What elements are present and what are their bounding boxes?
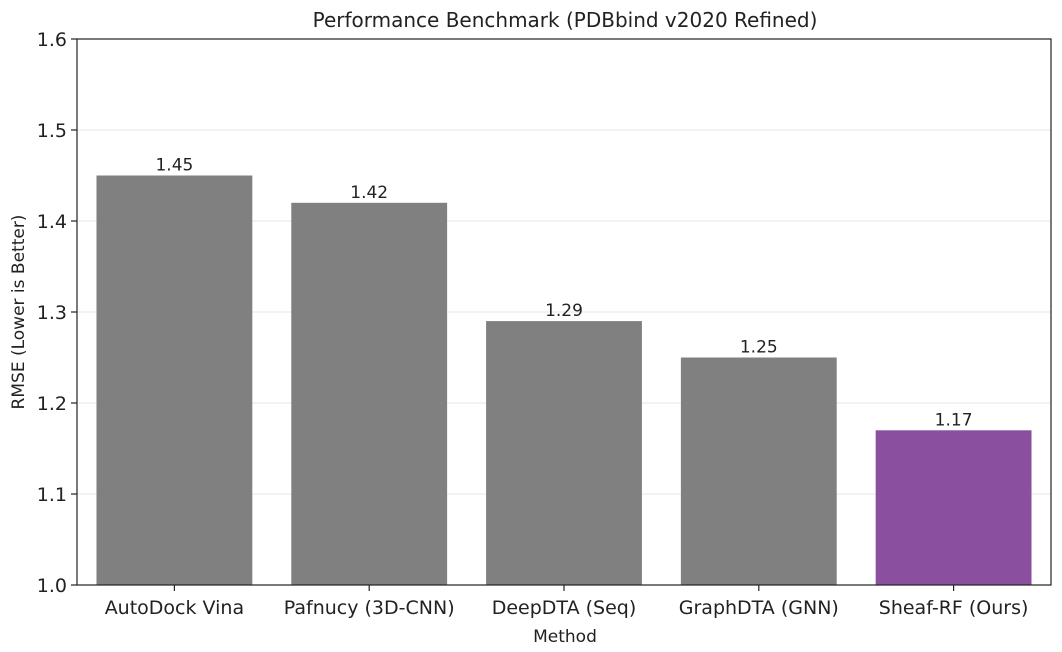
bar [96,175,253,585]
bar [680,357,837,585]
bar-value-label: 1.42 [350,183,388,203]
x-tick-label: AutoDock Vina [105,597,244,619]
x-tick-label: Sheaf-RF (Ours) [879,597,1029,619]
y-tick-label: 1.6 [37,29,67,51]
bar [486,321,642,585]
bar-value-label: 1.17 [935,410,973,430]
y-tick-label: 1.0 [37,575,67,597]
x-tick-label: GraphDTA (GNN) [679,597,839,619]
bars [96,175,1032,586]
x-axis-ticks: AutoDock Vina Pafnucy (3D-CNN) DeepDTA (Se… [105,585,1029,619]
y-axis-ticks: 1.0 1.1 1.2 1.3 1.4 1.5 1.6 [37,29,77,597]
y-axis-label: RMSE (Lower is Better) [9,215,29,410]
bar-value-label: 1.25 [740,338,778,358]
bar-value-label: 1.45 [155,156,193,176]
y-tick-label: 1.1 [37,484,67,506]
y-tick-label: 1.2 [37,393,67,415]
y-tick-label: 1.4 [37,211,67,233]
bar [291,202,448,586]
y-tick-label: 1.5 [37,120,67,142]
x-tick-label: DeepDTA (Seq) [492,597,637,619]
bar-value-label: 1.29 [545,301,583,321]
data-labels: 1.45 1.42 1.29 1.25 1.17 [155,156,972,431]
x-tick-label: Pafnucy (3D-CNN) [284,597,455,619]
y-tick-label: 1.3 [37,302,67,324]
bar [875,430,1032,585]
chart-title: Performance Benchmark (PDBbind v2020 Ref… [313,8,818,32]
x-axis-label: Method [533,627,597,647]
